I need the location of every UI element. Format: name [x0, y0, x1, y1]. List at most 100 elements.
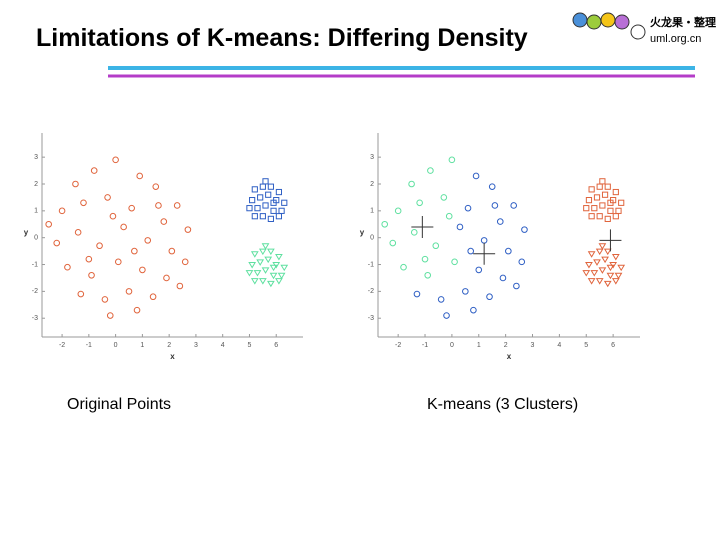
- point: [104, 194, 111, 201]
- point: [45, 220, 52, 228]
- point: [266, 248, 275, 256]
- point: [184, 226, 192, 233]
- point: [421, 255, 429, 263]
- point: [588, 213, 595, 220]
- point: [583, 205, 590, 212]
- y-tick-label: -2: [32, 288, 38, 295]
- point: [486, 293, 493, 301]
- point: [611, 253, 620, 261]
- point: [416, 199, 423, 207]
- point: [275, 253, 283, 261]
- point: [259, 183, 266, 190]
- point: [510, 202, 518, 209]
- point: [266, 280, 275, 288]
- point: [262, 178, 269, 185]
- point: [475, 266, 483, 274]
- point: [114, 258, 122, 266]
- centroid: [411, 215, 434, 238]
- point: [248, 262, 257, 269]
- x-tick-label: 1: [140, 342, 144, 349]
- x-axis-label: x: [507, 352, 512, 361]
- x-tick-label: 3: [531, 342, 535, 349]
- logo: 火龙果・整理 uml.org.cn: [572, 12, 716, 45]
- point: [261, 267, 270, 274]
- point: [456, 223, 464, 231]
- point: [427, 167, 434, 174]
- point: [155, 202, 162, 209]
- point: [612, 213, 619, 220]
- point: [408, 180, 415, 188]
- x-tick-label: 1: [477, 342, 481, 349]
- point: [462, 288, 469, 295]
- centroid: [473, 242, 496, 265]
- y-tick-label: 0: [34, 235, 38, 242]
- x-tick-label: 6: [274, 342, 278, 349]
- point: [499, 274, 507, 282]
- point: [262, 202, 269, 209]
- point: [585, 262, 593, 269]
- point: [596, 183, 603, 190]
- point: [278, 207, 285, 214]
- x-tick-label: 4: [221, 342, 225, 349]
- logo-url: uml.org.cn: [650, 33, 701, 45]
- point: [432, 242, 440, 250]
- point: [128, 204, 135, 212]
- point: [607, 207, 614, 214]
- point: [413, 290, 421, 298]
- chart-caption: K-means (3 Clusters): [427, 396, 578, 413]
- x-tick-label: -1: [422, 342, 428, 349]
- y-tick-label: 2: [34, 181, 38, 188]
- x-tick-label: 3: [194, 342, 198, 349]
- x-tick-label: 0: [450, 342, 454, 349]
- x-tick-label: -1: [86, 342, 92, 349]
- point: [90, 167, 98, 174]
- point: [275, 278, 283, 285]
- chart-caption: Original Points: [67, 396, 171, 413]
- point: [410, 229, 418, 236]
- point: [595, 248, 604, 256]
- slide-title: Limitations of K-means: Differing Densit…: [36, 24, 528, 52]
- point: [607, 199, 614, 206]
- point: [593, 259, 601, 266]
- point: [181, 258, 189, 266]
- y-tick-label: 3: [370, 154, 374, 161]
- point: [491, 202, 499, 209]
- point: [136, 172, 144, 180]
- y-tick-label: 3: [34, 154, 38, 161]
- point: [85, 255, 93, 263]
- point: [254, 205, 261, 212]
- point: [601, 191, 609, 198]
- point: [280, 264, 289, 272]
- point: [258, 278, 267, 285]
- point: [505, 247, 512, 255]
- y-tick-label: 0: [370, 235, 374, 242]
- point: [152, 183, 160, 190]
- y-tick-label: -2: [368, 288, 374, 295]
- point: [88, 271, 95, 279]
- point: [440, 194, 448, 201]
- point: [606, 264, 615, 272]
- point: [599, 178, 606, 185]
- point: [259, 213, 266, 220]
- x-tick-label: 2: [504, 342, 508, 349]
- point: [381, 220, 389, 228]
- point: [603, 280, 612, 288]
- point: [445, 212, 453, 220]
- x-axis-label: x: [170, 352, 175, 361]
- point: [614, 272, 623, 280]
- point: [480, 237, 488, 244]
- point: [144, 237, 152, 244]
- point: [267, 215, 274, 222]
- point: [139, 266, 146, 274]
- point: [513, 282, 520, 290]
- point: [448, 156, 456, 164]
- x-tick-label: 2: [167, 342, 171, 349]
- point: [176, 282, 184, 290]
- point: [269, 264, 278, 272]
- point: [598, 243, 607, 250]
- x-tick-label: 0: [114, 342, 118, 349]
- y-tick-label: 2: [370, 181, 374, 188]
- point: [267, 183, 274, 190]
